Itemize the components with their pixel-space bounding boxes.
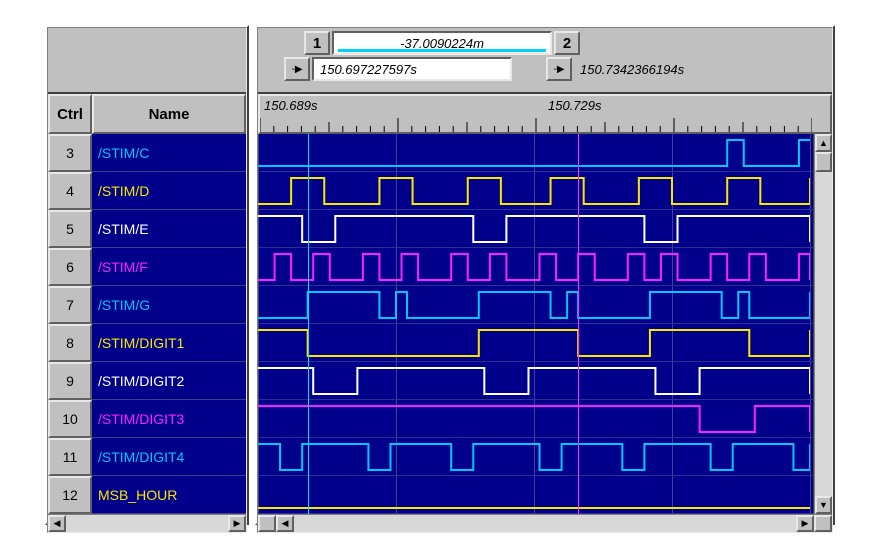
cursor-1-time: 150.697227597s <box>320 62 417 77</box>
signal-row[interactable]: 12MSB_HOUR <box>48 476 246 514</box>
signal-ctrl-cell[interactable]: 11 <box>48 438 92 476</box>
signal-name-cell[interactable]: /STIM/E <box>92 210 246 248</box>
scroll-left-icon[interactable]: ◀ <box>276 515 294 532</box>
cursor-1-time-field: 150.697227597s <box>312 57 512 81</box>
signal-list-panel: Ctrl Name 3/STIM/C4/STIM/D5/STIM/E6/STIM… <box>45 25 249 525</box>
scroll-corner <box>814 515 832 532</box>
cursor-delta-field: -37.0090224m <box>332 31 552 55</box>
wave-row <box>258 362 813 400</box>
col-header-ctrl[interactable]: Ctrl <box>48 94 92 134</box>
cursor2-step-icon[interactable]: -▶ <box>546 57 572 81</box>
col-header-name[interactable]: Name <box>92 94 246 134</box>
scroll-up-icon[interactable]: ▲ <box>815 134 832 152</box>
wave-row <box>258 324 813 362</box>
signal-ctrl-cell[interactable]: 9 <box>48 362 92 400</box>
signal-row[interactable]: 10/STIM/DIGIT3 <box>48 400 246 438</box>
wave-row <box>258 134 813 172</box>
right-h-scrollbar[interactable]: ◀ ▶ <box>258 514 832 532</box>
wave-row <box>258 210 813 248</box>
wave-canvas[interactable] <box>258 134 814 514</box>
signal-row[interactable]: 5/STIM/E <box>48 210 246 248</box>
cursor-2-time: 150.7342366194s <box>580 62 684 77</box>
cursor-line[interactable] <box>308 134 309 514</box>
wave-row <box>258 438 813 476</box>
signal-ctrl-cell[interactable]: 8 <box>48 324 92 362</box>
scroll-right-icon[interactable]: ▶ <box>796 515 814 532</box>
cursor-2-button[interactable]: 2 <box>554 31 580 55</box>
time-ruler[interactable]: 150.689s 150.729s <box>258 94 832 134</box>
v-scroll-thumb[interactable] <box>815 152 832 172</box>
signal-ctrl-cell[interactable]: 5 <box>48 210 92 248</box>
waveform-panel: 1 -37.0090224m 2 -▶ 150.697227597s -▶ <box>255 25 835 525</box>
signal-name-cell[interactable]: MSB_HOUR <box>92 476 246 514</box>
signal-name-cell[interactable]: /STIM/G <box>92 286 246 324</box>
cursor-bar: 1 -37.0090224m 2 -▶ 150.697227597s -▶ <box>258 28 832 94</box>
wave-area: ▲ ▼ <box>258 134 832 514</box>
signal-ctrl-cell[interactable]: 10 <box>48 400 92 438</box>
waveform-viewer: Ctrl Name 3/STIM/C4/STIM/D5/STIM/E6/STIM… <box>45 25 835 525</box>
wave-row <box>258 172 813 210</box>
ruler-label: 150.689s <box>264 98 318 113</box>
signal-name-cell[interactable]: /STIM/DIGIT3 <box>92 400 246 438</box>
signal-name-cell[interactable]: /STIM/DIGIT4 <box>92 438 246 476</box>
cursor-2-time-field: 150.7342366194s <box>574 57 774 81</box>
signal-list-header: Ctrl Name <box>48 94 246 134</box>
signal-ctrl-cell[interactable]: 4 <box>48 172 92 210</box>
wave-row <box>258 248 813 286</box>
signal-row[interactable]: 7/STIM/G <box>48 286 246 324</box>
cursor-line[interactable] <box>578 134 579 514</box>
wave-row <box>258 400 813 438</box>
signal-name-cell[interactable]: /STIM/F <box>92 248 246 286</box>
signal-row[interactable]: 6/STIM/F <box>48 248 246 286</box>
cursor1-step-icon[interactable]: -▶ <box>284 57 310 81</box>
signal-ctrl-cell[interactable]: 7 <box>48 286 92 324</box>
delta-highlight <box>338 49 546 52</box>
signal-row[interactable]: 9/STIM/DIGIT2 <box>48 362 246 400</box>
signal-row[interactable]: 11/STIM/DIGIT4 <box>48 438 246 476</box>
signal-row[interactable]: 8/STIM/DIGIT1 <box>48 324 246 362</box>
signal-name-cell[interactable]: /STIM/D <box>92 172 246 210</box>
signal-ctrl-cell[interactable]: 12 <box>48 476 92 514</box>
signal-name-cell[interactable]: /STIM/C <box>92 134 246 172</box>
scroll-down-icon[interactable]: ▼ <box>815 496 832 514</box>
scroll-left-icon[interactable]: ◀ <box>48 515 66 532</box>
ruler-label: 150.729s <box>548 98 602 113</box>
left-top-blank <box>48 28 246 94</box>
scroll-corner <box>258 515 276 532</box>
wave-row <box>258 286 813 324</box>
scroll-track[interactable] <box>66 515 228 532</box>
left-h-scrollbar[interactable]: ◀ ▶ <box>48 514 246 532</box>
scroll-right-icon[interactable]: ▶ <box>228 515 246 532</box>
signal-rows: 3/STIM/C4/STIM/D5/STIM/E6/STIM/F7/STIM/G… <box>48 134 246 514</box>
signal-row[interactable]: 4/STIM/D <box>48 172 246 210</box>
signal-row[interactable]: 3/STIM/C <box>48 134 246 172</box>
signal-name-cell[interactable]: /STIM/DIGIT2 <box>92 362 246 400</box>
v-scroll-track[interactable] <box>815 152 832 496</box>
right-v-scrollbar[interactable]: ▲ ▼ <box>814 134 832 514</box>
cursor-1-button[interactable]: 1 <box>304 31 330 55</box>
signal-ctrl-cell[interactable]: 6 <box>48 248 92 286</box>
signal-name-cell[interactable]: /STIM/DIGIT1 <box>92 324 246 362</box>
signal-ctrl-cell[interactable]: 3 <box>48 134 92 172</box>
wave-row <box>258 476 813 514</box>
h-scroll-track[interactable] <box>294 515 796 532</box>
